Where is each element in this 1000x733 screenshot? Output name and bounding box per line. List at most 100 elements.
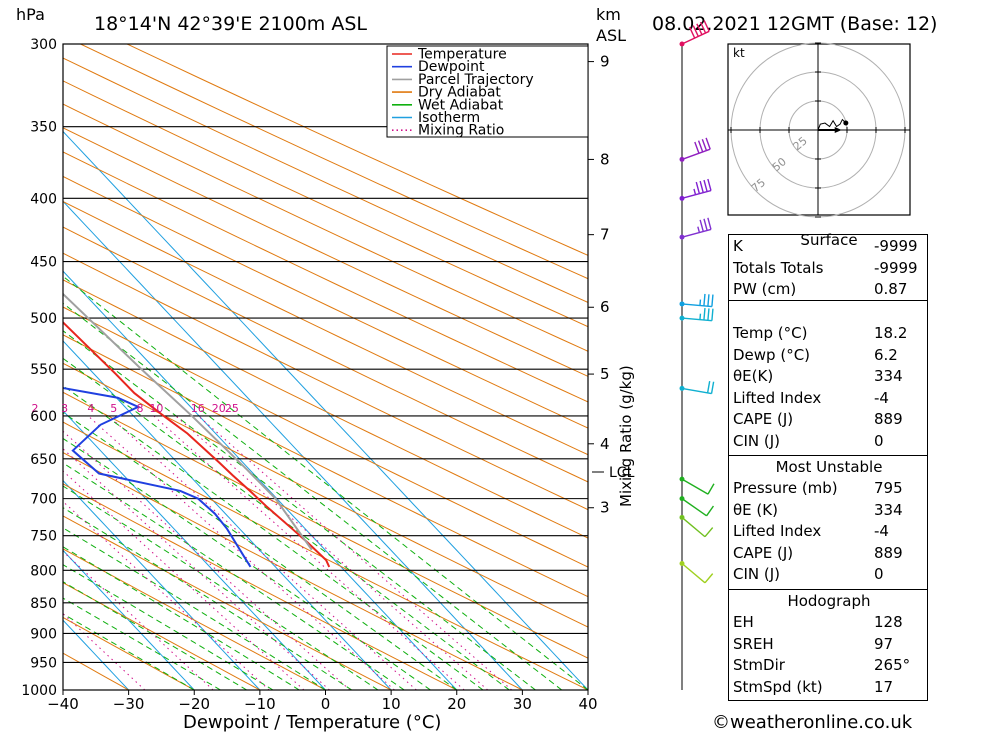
legend-label: Wet Adiabat (418, 97, 504, 113)
dry-adiabat-line (63, 151, 588, 403)
index-value: 17 (874, 677, 894, 696)
temperature-tick-label: −20 (178, 695, 210, 713)
dry-adiabat-line (63, 334, 588, 598)
mixing-ratio-tick-label: 20 (212, 402, 226, 415)
index-value: 334 (874, 500, 903, 519)
index-row: Pressure (mb) 795 (733, 478, 925, 499)
index-row: θE (K) 334 (733, 500, 925, 521)
index-row: Totals Totals -9999 (733, 258, 925, 279)
plot-frame (62, 43, 589, 691)
index-label: StmDir (733, 656, 785, 675)
wind-barb (679, 380, 715, 395)
mixing-ratio-tick-label: 4 (87, 402, 94, 415)
temperature-line (63, 321, 331, 568)
legend-label: Parcel Trajectory (418, 72, 534, 88)
index-label: Pressure (mb) (733, 479, 838, 497)
xaxis-title: Dewpoint / Temperature (°C) (183, 712, 441, 733)
index-row: Temp (°C) 18.2 (733, 323, 925, 344)
wind-barb (679, 217, 712, 240)
wet-adiabat-line (63, 485, 379, 690)
index-value: 795 (874, 479, 903, 497)
pressure-tick-label: 350 (30, 120, 57, 136)
height-tick-label: 8 (600, 150, 610, 168)
wet-adiabat-line (63, 462, 405, 690)
indices-basic: K -9999 Totals Totals -9999 PW (cm) 0.87 (728, 234, 928, 301)
wind-barb (679, 20, 710, 47)
index-label: CAPE (J) (733, 410, 794, 429)
hodograph-header: Hodograph (787, 592, 871, 610)
pressure-tick-label: 900 (30, 626, 57, 642)
dry-adiabat-line (63, 80, 588, 328)
temperature-axis: −40 −30 −20 −10 0 10 20 30 40 (47, 690, 598, 713)
height-tick-label: 5 (600, 365, 610, 383)
mixing-ratio-line (63, 448, 330, 690)
index-label: CIN (J) (733, 432, 781, 450)
wind-barb (679, 514, 714, 538)
index-label: θE(K) (733, 367, 774, 386)
temperature-tick-label: 10 (382, 695, 401, 713)
wet-adiabat-line (63, 437, 431, 690)
height-axis: 9 8 7 6 5 4 3 (588, 53, 610, 517)
index-label: CAPE (J) (733, 543, 794, 562)
index-label: StmSpd (kt) (733, 677, 823, 696)
temperature-tick-label: 20 (447, 695, 466, 713)
height-tick-label: 6 (600, 298, 610, 316)
index-label: Dewp (°C) (733, 345, 811, 364)
wind-barbs (679, 20, 715, 584)
pressure-tick-label: 550 (30, 362, 57, 378)
wet-adiabat-line (63, 613, 195, 690)
index-row: CAPE (J) 889 (733, 543, 925, 564)
index-label: PW (cm) (733, 280, 797, 299)
km-label: km (596, 5, 621, 24)
legend-label: Isotherm (418, 110, 480, 126)
index-value: 265° (874, 656, 911, 675)
pressure-tick-label: 800 (30, 563, 57, 579)
index-value: 889 (874, 543, 903, 562)
temperature-tick-label: 0 (321, 695, 331, 713)
index-row: Lifted Index -4 (733, 388, 925, 409)
wet-adiabat-line (63, 597, 221, 690)
dry-adiabat-line (63, 391, 588, 659)
isotherm-line (63, 340, 392, 690)
dry-adiabat-line (126, 44, 588, 256)
mixing-ratio-line (153, 415, 465, 690)
dry-adiabat-line (63, 582, 261, 690)
index-value: 97 (874, 634, 894, 653)
isotherm-line (63, 479, 261, 690)
wind-barb (679, 476, 715, 495)
index-value: 128 (874, 613, 903, 631)
index-label: Lifted Index (733, 388, 822, 407)
copyright: ©weatheronline.co.uk (712, 712, 913, 733)
hodograph-trace (817, 118, 847, 131)
profile-series (63, 292, 331, 568)
pressure-tick-label: 850 (30, 596, 57, 612)
wind-barb (679, 178, 712, 201)
height-tick-label: 9 (600, 53, 610, 71)
location-title: 18°14'N 42°39'E 2100m ASL (94, 13, 367, 35)
index-label: SREH (733, 634, 774, 653)
index-row: K -9999 (733, 236, 925, 257)
temperature-tick-label: −10 (244, 695, 276, 713)
dry-adiabat-line (63, 103, 588, 352)
most-unstable-box: Most Unstable Pressure (mb) 795 θE (K) 334 L… (728, 456, 928, 590)
index-label: Lifted Index (733, 522, 822, 541)
mixing-ratio-labels: 12345810162025 (32, 402, 239, 415)
index-label: Temp (°C) (733, 324, 808, 342)
wind-barb (679, 496, 715, 517)
index-row: Lifted Index -4 (733, 521, 925, 542)
index-value: 18.2 (874, 324, 908, 342)
dry-adiabat-line (80, 44, 588, 280)
legend-label: Dewpoint (418, 59, 485, 75)
index-row: EH 128 (733, 612, 925, 633)
wet-adiabat-line (63, 581, 248, 690)
index-value: 334 (874, 367, 903, 386)
temperature-tick-label: 40 (578, 695, 597, 713)
dry-adiabat-line (63, 421, 588, 690)
index-label: θE (K) (733, 500, 778, 519)
index-row: CIN (J) 0 (733, 564, 925, 585)
mixing-ratio-tick-label: 5 (110, 402, 117, 415)
wet-adiabat-line (63, 275, 588, 690)
indices-panel: K -9999 Totals Totals -9999 PW (cm) 0.87 Surf… (728, 231, 928, 701)
